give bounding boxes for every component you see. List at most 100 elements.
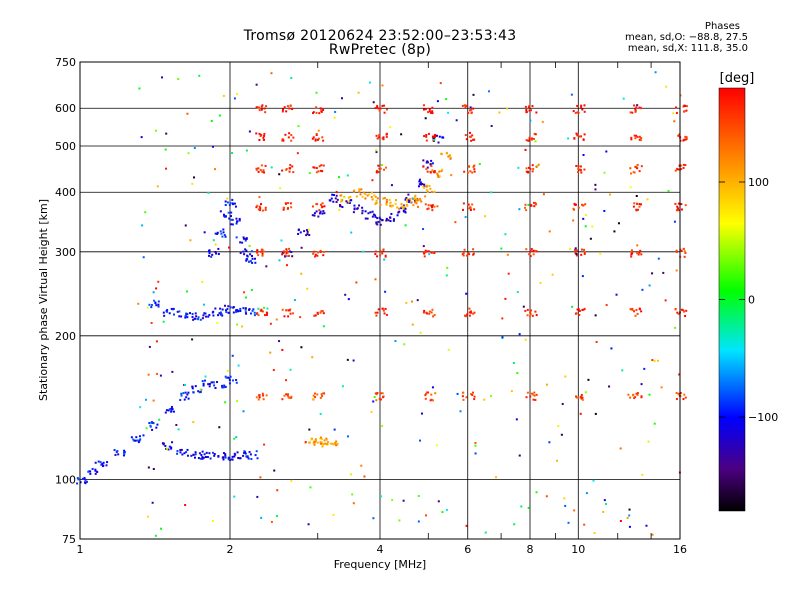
data-point [136,439,139,442]
data-point [603,209,606,212]
data-point [367,212,370,215]
data-point [287,136,290,139]
data-point [469,135,472,138]
data-point [449,157,452,160]
data-point [197,318,200,321]
data-point [164,444,167,447]
data-point [632,171,635,174]
data-point [640,383,643,386]
data-point [385,108,388,111]
data-point [551,273,554,276]
data-point [207,315,210,318]
data-point [414,198,417,201]
data-point [375,199,378,202]
data-point [441,511,444,514]
data-point [114,453,117,456]
data-point [530,138,533,141]
data-point [643,367,646,370]
data-point [577,206,580,209]
data-point [256,457,259,460]
data-point [615,293,618,296]
data-point [213,454,216,457]
data-point [250,250,253,253]
data-point [208,452,211,455]
data-point [236,323,239,326]
data-point [515,418,518,421]
data-point [581,396,584,399]
data-point [576,104,579,107]
data-point [364,210,367,213]
data-point [581,275,584,278]
data-point [533,132,536,135]
data-point [470,393,473,396]
data-point [322,392,325,395]
data-point [238,217,241,220]
data-point [678,373,681,376]
data-point [636,164,639,167]
data-point [419,181,422,184]
data-point [579,169,582,172]
data-point [379,249,382,252]
data-point [183,452,186,455]
data-point [528,253,531,256]
data-point [227,456,230,459]
data-point [473,311,476,314]
x-tick-label: 16 [673,543,687,556]
data-point [484,215,487,218]
data-point [171,408,174,411]
data-point [351,493,354,496]
data-point [391,499,394,502]
data-point [231,198,234,201]
data-points [76,71,688,537]
data-point [168,312,171,315]
data-point [431,209,434,212]
data-point [381,104,384,107]
data-point [331,442,334,445]
data-point [529,250,532,253]
data-point [568,247,571,250]
data-point [319,311,322,314]
data-point [385,135,388,138]
data-point [296,152,299,155]
data-point [312,166,315,169]
data-point [260,133,263,136]
data-point [282,108,285,111]
data-point [422,108,425,111]
data-point [636,104,639,107]
data-point [270,520,273,523]
data-point [651,359,654,362]
data-point [472,391,475,394]
data-point [545,383,548,386]
data-point [263,107,266,110]
data-point [229,202,232,205]
data-point [170,307,173,310]
data-point [243,450,246,453]
data-point [403,343,406,346]
data-point [235,436,238,439]
data-point [371,210,374,213]
data-point [281,398,284,401]
data-point [228,379,231,382]
data-point [222,458,225,461]
data-point [638,203,641,206]
data-point [370,411,373,414]
data-point [430,164,433,167]
data-point [123,452,126,455]
data-point [235,400,238,403]
data-point [470,311,473,314]
data-point [179,399,182,402]
data-point [158,418,161,421]
data-point [424,251,427,254]
data-point [389,216,392,219]
data-point [236,309,239,312]
data-point [431,112,434,115]
data-point [605,303,608,306]
data-point [527,506,530,509]
data-point [470,139,473,142]
data-point [683,105,686,108]
data-point [506,253,509,256]
data-point [433,205,436,208]
data-point [197,390,200,393]
data-point [574,203,577,206]
data-point [165,409,168,412]
